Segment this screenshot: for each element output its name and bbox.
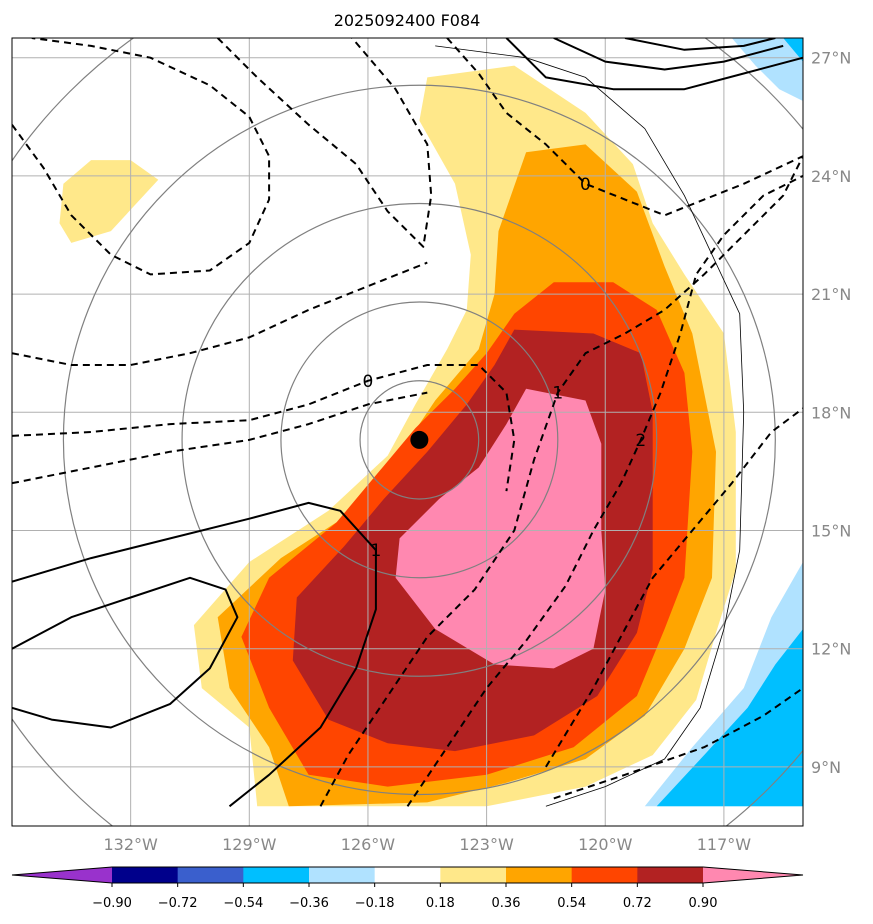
colorbar-extend-min (12, 867, 112, 883)
colorbar-tick-label-8: 0.72 (623, 896, 652, 911)
colorbar-tick-label-0: −0.90 (92, 896, 132, 911)
fill-region-1 (59, 160, 159, 243)
colorbar-tick-label-7: 0.54 (557, 896, 586, 911)
gridlines (12, 38, 803, 826)
colorbar-tick-label-3: −0.36 (289, 896, 329, 911)
lon-tick-label-2: 126°W (341, 835, 396, 854)
fill-region-8 (731, 38, 803, 101)
lat-tick-label-6: 27°N (811, 49, 851, 68)
lat-tick-label-5: 24°N (811, 167, 851, 186)
contour-line-14 (624, 38, 776, 51)
contour-line-11 (12, 576, 239, 729)
contour-line-13 (553, 38, 784, 71)
chart-title: 2025092400 F084 (334, 11, 481, 30)
lon-tick-label-1: 129°W (222, 835, 277, 854)
lon-tick-label-0: 132°W (103, 835, 158, 854)
colorbar-tick-label-9: 0.90 (689, 896, 718, 911)
lon-tick-label-3: 123°W (459, 835, 514, 854)
contour-line-0 (446, 38, 803, 217)
colorbar-tick-label-2: −0.54 (223, 896, 263, 911)
colorbar: −0.90 −0.72 −0.54 −0.36 −0.18 0.18 0.36 0.54 0.7… (11, 866, 804, 911)
contour-line-10 (12, 501, 377, 808)
lat-tick-label-0: 9°N (811, 758, 841, 777)
colorbar-segment-6 (506, 867, 573, 883)
contour-line-2 (319, 155, 803, 807)
longitude-labels: 132°W 129°W 126°W 123°W 120°W 117°W (103, 835, 751, 854)
contour-line-5 (553, 687, 803, 800)
fill-region-7 (656, 629, 803, 807)
colorbar-tick-label-1: −0.72 (158, 896, 198, 911)
contour-line-7 (12, 261, 428, 366)
contour-line-12 (505, 38, 803, 91)
contour-line-6 (12, 391, 428, 485)
fill-region-5 (395, 388, 606, 669)
contour-labels: 0 0 1 2 1 (363, 175, 647, 561)
colorbar-segment-0 (112, 867, 179, 883)
contour-line-3 (406, 175, 803, 807)
contour-label-0: 0 (580, 175, 591, 195)
colorbar-segment-1 (177, 867, 244, 883)
colorbar-tick-label-6: 0.36 (492, 896, 521, 911)
contour-line-9 (216, 38, 433, 248)
lat-tick-label-2: 15°N (811, 522, 851, 541)
contour-line-1 (12, 364, 516, 492)
colorbar-segment-5 (440, 867, 507, 883)
colorbar-tick-label-5: 0.18 (426, 896, 455, 911)
contour-label-10: 1 (370, 541, 381, 561)
black-contours (12, 38, 803, 808)
colorbar-extend-max (703, 867, 803, 883)
lat-tick-label-3: 18°N (811, 403, 851, 422)
colorbar-tick-label-4: −0.18 (355, 896, 395, 911)
lat-tick-label-1: 12°N (811, 640, 851, 659)
fill-region-9 (783, 38, 803, 62)
colorbar-segment-4 (374, 867, 441, 883)
colorbar-segment-7 (571, 867, 638, 883)
contour-line-8 (12, 38, 271, 276)
latitude-labels: 9°N 12°N 15°N 18°N 21°N 24°N 27°N (811, 49, 851, 777)
distance-ring-0 (359, 380, 480, 500)
lat-tick-label-4: 21°N (811, 285, 851, 304)
lon-tick-label-4: 120°W (578, 835, 633, 854)
map-frame (11, 37, 804, 827)
distance-ring-2 (181, 202, 658, 677)
contour-label-2: 1 (552, 384, 563, 404)
distance-ring-3 (62, 84, 776, 796)
filled-contours (59, 38, 803, 807)
colorbar-segment-2 (243, 867, 310, 883)
lon-tick-label-5: 117°W (697, 835, 752, 854)
contour-label-1: 0 (363, 372, 374, 392)
contour-label-3: 2 (635, 431, 646, 451)
colorbar-segment-8 (637, 867, 704, 883)
storm-center-marker (410, 430, 429, 449)
colorbar-segment-3 (309, 867, 376, 883)
distance-ring-1 (280, 301, 559, 579)
